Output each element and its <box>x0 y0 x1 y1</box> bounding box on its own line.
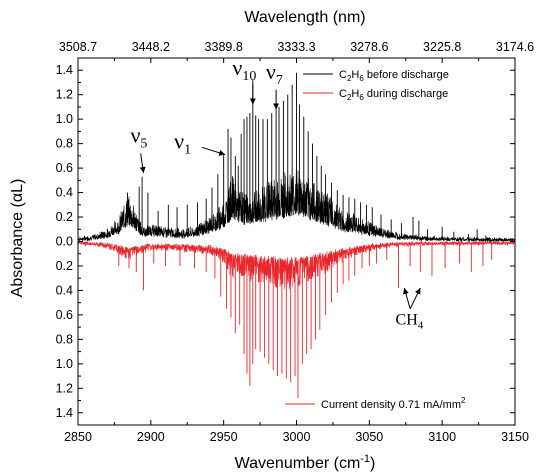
x-tick-label-3: 3000 <box>283 430 311 444</box>
current-density-text: Current density 0.71 mA/mm2 <box>321 396 466 411</box>
y-tick-label-7: 0.0 <box>56 235 73 249</box>
y-tick-label-14: 1.4 <box>56 406 73 420</box>
series-layer <box>77 72 516 399</box>
y-tick-label-2: 1.0 <box>56 112 73 126</box>
annotation-4: CH4 <box>396 287 424 332</box>
annotation-subscript-3: 7 <box>276 73 283 88</box>
x2-tick-label-3: 3333.3 <box>277 40 315 54</box>
series-0 <box>77 72 516 243</box>
y-tick-label-11: 0.8 <box>56 332 73 346</box>
annotation-arrow-b-4 <box>409 287 421 310</box>
annotation-subscript-2: 10 <box>242 69 256 84</box>
annotation-subscript-0: 5 <box>140 136 147 151</box>
current-density-note: Current density 0.71 mA/mm2 <box>285 396 466 411</box>
annotation-label-0: ν5 <box>130 122 147 151</box>
x2-tick-label-2: 3389.8 <box>205 40 243 54</box>
x-tick-label-1: 2900 <box>137 430 165 444</box>
x2-tick-label-6: 3174.6 <box>496 40 534 54</box>
y-tick-label-5: 0.4 <box>56 186 73 200</box>
annotation-label-1: ν1 <box>174 129 191 158</box>
legend-during-part-4: during discharge <box>364 88 448 100</box>
legend-before-part-3: 6 <box>359 74 364 83</box>
x-tick-label-5: 3100 <box>428 430 456 444</box>
top-axis-title: Wavelength (nm) <box>244 9 365 26</box>
legend-before-part-2: H <box>351 69 359 81</box>
annotation-symbol-0: ν <box>130 122 140 147</box>
annotation-arrow-4 <box>403 287 411 309</box>
series-1-trace <box>77 240 516 290</box>
current-density-main: Current density 0.71 mA/mm <box>321 399 461 411</box>
legend-label-during: C2H6 during discharge <box>339 88 448 102</box>
y-tick-label-13: 1.2 <box>56 381 73 395</box>
x2-tick-label-5: 3225.8 <box>423 40 461 54</box>
x-tick-label-0: 2850 <box>64 430 92 444</box>
annotation-symbol-2: ν <box>232 55 242 80</box>
x-tick-label-2: 2950 <box>210 430 238 444</box>
annotation-3: ν7 <box>266 59 283 110</box>
x2-tick-label-1: 3448.2 <box>132 40 170 54</box>
y-tick-label-12: 1.0 <box>56 357 73 371</box>
legend-before-part-0: C <box>339 69 347 81</box>
x-tick-label-4: 3050 <box>355 430 383 444</box>
legend-during-part-2: H <box>351 88 359 100</box>
series-1 <box>77 240 516 399</box>
annotation-label-3: ν7 <box>266 59 283 88</box>
annotation-symbol-3: ν <box>266 59 276 84</box>
x2-tick-label-0: 3508.7 <box>59 40 97 54</box>
y-tick-label-10: 0.6 <box>56 308 73 322</box>
x-axis-title-sup: -1 <box>360 453 370 465</box>
annotation-symbol-1: ν <box>174 129 184 154</box>
current-density-sup: 2 <box>461 396 466 405</box>
x-tick-label-6: 3150 <box>501 430 529 444</box>
annotation-subscript-1: 1 <box>184 143 191 158</box>
legend-before-part-4: before discharge <box>364 69 449 81</box>
x-axis-title: Wavenumber (cm-1) <box>235 453 376 472</box>
annotation-1: ν1 <box>174 129 226 158</box>
legend-before-part-1: 2 <box>347 74 352 83</box>
y-tick-label-4: 0.6 <box>56 161 73 175</box>
annotation-arrow-0 <box>139 153 146 174</box>
y-tick-label-3: 0.8 <box>56 137 73 151</box>
annotation-symbol-4: CH <box>396 312 419 329</box>
y-axis-title: Absorbance (αL) <box>9 179 26 298</box>
legend: C2H6 before discharge C2H6 during discha… <box>303 69 449 102</box>
annotation-arrow-1 <box>201 146 226 156</box>
y-tick-label-8: 0.2 <box>56 259 73 273</box>
y-tick-label-1: 1.2 <box>56 88 73 102</box>
legend-during-part-1: 2 <box>347 93 352 102</box>
legend-label-before: C2H6 before discharge <box>339 69 449 83</box>
x2-tick-label-4: 3278.6 <box>350 40 388 54</box>
x-axis-title-main: Wavenumber (cm <box>235 455 361 472</box>
y-tick-label-9: 0.4 <box>56 283 73 297</box>
annotation-2: ν10 <box>232 55 256 105</box>
legend-during-part-3: 6 <box>359 93 364 102</box>
axes-layer: 2850 2900 2950 3000 3050 3100 3150 3508.7 3448.2… <box>56 40 535 444</box>
annotation-subscript-4: 4 <box>418 320 424 332</box>
annotation-label-2: ν10 <box>232 55 256 84</box>
y-tick-label-0: 1.4 <box>56 63 73 77</box>
annotation-label-4: CH4 <box>396 312 424 332</box>
annotation-0: ν5 <box>130 122 147 174</box>
legend-during-part-0: C <box>339 88 347 100</box>
x-axis-title-end: ) <box>370 455 375 472</box>
y-tick-label-6: 0.2 <box>56 210 73 224</box>
